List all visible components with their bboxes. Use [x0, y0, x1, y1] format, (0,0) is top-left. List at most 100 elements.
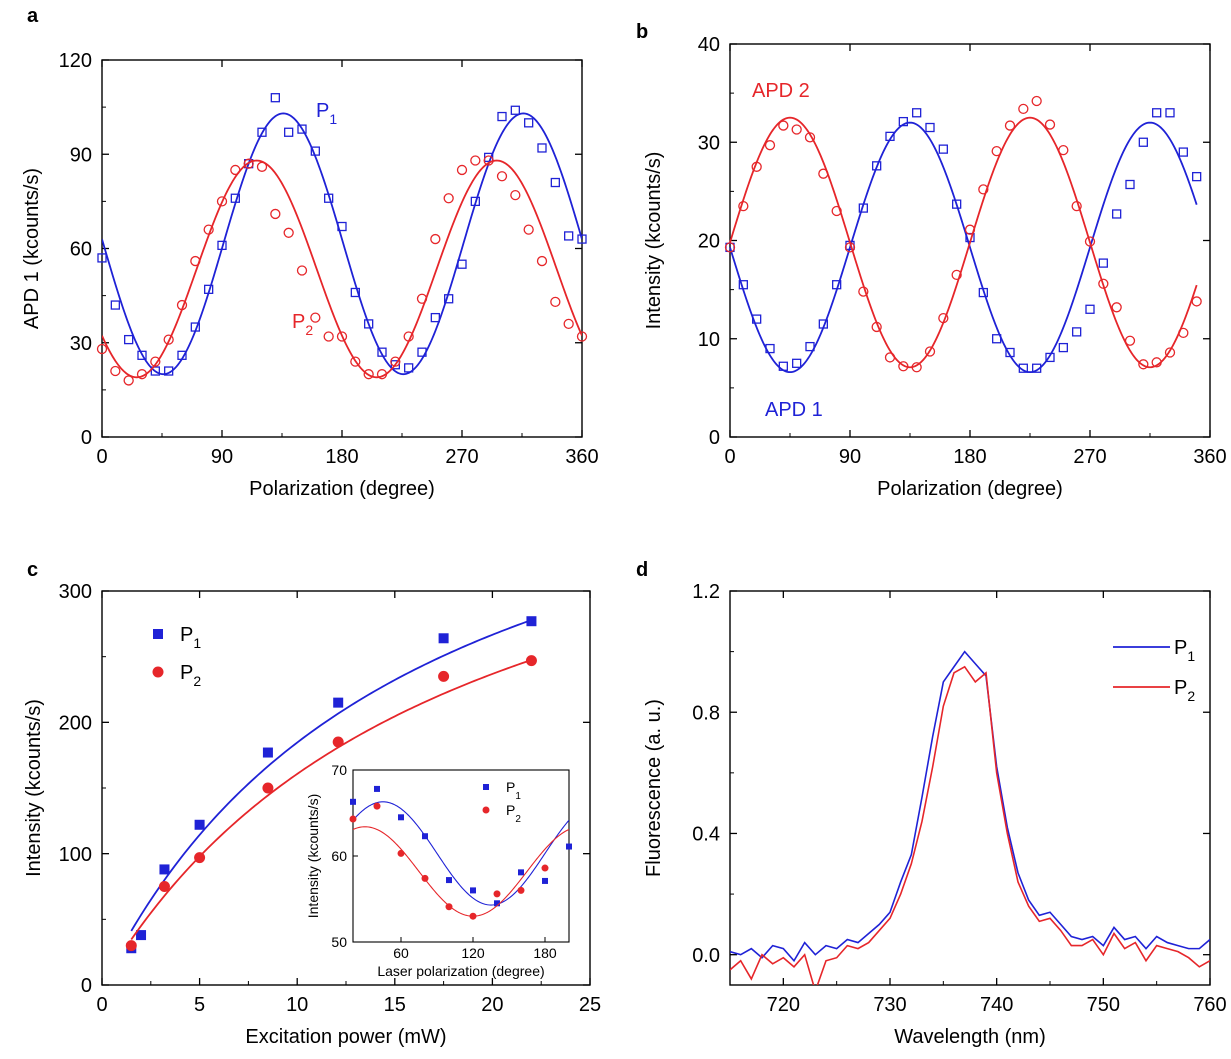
x-tick-label: 750: [1087, 994, 1120, 1016]
data-point: [230, 164, 241, 176]
data-point: [778, 361, 788, 371]
y-tick-label: 0: [81, 427, 92, 449]
data-point: [323, 331, 334, 342]
data-point: [336, 331, 348, 342]
data-point: [364, 319, 374, 329]
data-point: [445, 903, 453, 911]
data-point: [349, 815, 357, 823]
data-point: [333, 697, 344, 708]
data-point: [136, 369, 148, 380]
data-point: [496, 171, 508, 182]
data-point: [510, 105, 520, 115]
data-point: [482, 806, 490, 814]
data-point: [805, 341, 815, 352]
data-point: [430, 312, 440, 323]
data-point: [991, 145, 1002, 157]
x-tick-label: 270: [1073, 446, 1106, 468]
data-point: [1178, 147, 1188, 157]
data-point: [136, 930, 147, 941]
data-point: [523, 224, 534, 235]
data-point: [577, 234, 587, 244]
data-point: [159, 864, 170, 875]
data-point: [542, 877, 548, 884]
x-tick-label: 5: [194, 994, 205, 1016]
plot-frame: [729, 590, 1211, 986]
data-point: [403, 331, 414, 342]
data-point: [1138, 137, 1148, 147]
data-point: [804, 132, 816, 143]
inset-legend-label: P1: [506, 779, 521, 802]
data-point: [525, 655, 537, 667]
data-point: [566, 843, 572, 850]
panel-label: d: [636, 559, 648, 581]
data-point: [858, 286, 869, 297]
x-tick-label: 15: [384, 994, 406, 1016]
data-point: [844, 242, 856, 253]
inset-y-tick-label: 50: [331, 934, 347, 950]
inset-y-tick-label: 70: [331, 762, 347, 778]
data-point: [1152, 108, 1162, 118]
data-point: [350, 798, 356, 805]
data-point: [1124, 335, 1136, 346]
y-tick-label: 60: [70, 239, 92, 261]
data-point: [791, 124, 802, 135]
legend-label: P2: [180, 662, 201, 689]
data-point: [493, 890, 501, 898]
data-point: [457, 259, 467, 269]
x-tick-label: 10: [286, 994, 308, 1016]
fit-line: [729, 116, 1198, 369]
panel-a: 0 90 180 270 360 0 30 60 90 120 Polarization (degr…: [21, 5, 599, 500]
data-point: [952, 199, 962, 209]
data-point: [390, 356, 401, 367]
data-point: [150, 356, 161, 367]
fit-line: [102, 159, 582, 379]
data-point: [262, 747, 273, 758]
inset-x-tick-label: 120: [461, 945, 485, 961]
panel-b: 0 90 180 270 360 0 10 20 30 40 Polarization (degre…: [636, 21, 1227, 500]
x-tick-label: 0: [96, 994, 107, 1016]
data-point: [296, 265, 308, 276]
data-point: [518, 869, 524, 876]
data-point: [1018, 363, 1028, 373]
data-point: [724, 242, 736, 253]
y-tick-label: 0.4: [692, 824, 720, 846]
x-axis-label: Wavelength (nm): [894, 1026, 1046, 1048]
data-point: [374, 785, 380, 792]
data-point: [416, 293, 428, 304]
inset-x-axis-label: Laser polarization (degree): [377, 963, 544, 979]
data-point: [270, 93, 280, 103]
y-tick-label: 200: [59, 713, 92, 735]
data-point: [764, 140, 776, 151]
data-point: [898, 361, 909, 372]
inset: 60 120 180 50 60 70 Laser polarization (degree…: [305, 762, 572, 979]
data-point: [297, 124, 307, 134]
data-point: [1151, 357, 1162, 368]
panel-label: a: [27, 5, 39, 27]
data-point: [483, 155, 494, 166]
plot-frame: [101, 59, 583, 438]
data-point: [1004, 120, 1016, 131]
data-point: [310, 146, 320, 156]
series-label-p2: P2: [292, 311, 313, 338]
inset-legend-label: P2: [506, 802, 521, 825]
y-tick-label: 0: [81, 975, 92, 997]
data-point: [792, 358, 802, 368]
data-point: [858, 203, 868, 213]
data-point: [911, 362, 922, 373]
data-point: [469, 912, 477, 920]
data-point: [377, 347, 387, 357]
y-tick-label: 30: [70, 333, 92, 355]
data-point: [938, 144, 948, 154]
legend-label: P1: [1174, 637, 1195, 664]
data-point: [373, 802, 381, 810]
data-point: [310, 312, 321, 323]
data-point: [536, 255, 548, 267]
data-point: [204, 284, 214, 294]
data-point: [110, 300, 120, 310]
data-point: [470, 155, 481, 166]
data-point: [163, 334, 174, 345]
data-point: [778, 120, 789, 131]
legend-label: P1: [180, 624, 201, 651]
data-point: [563, 318, 574, 330]
